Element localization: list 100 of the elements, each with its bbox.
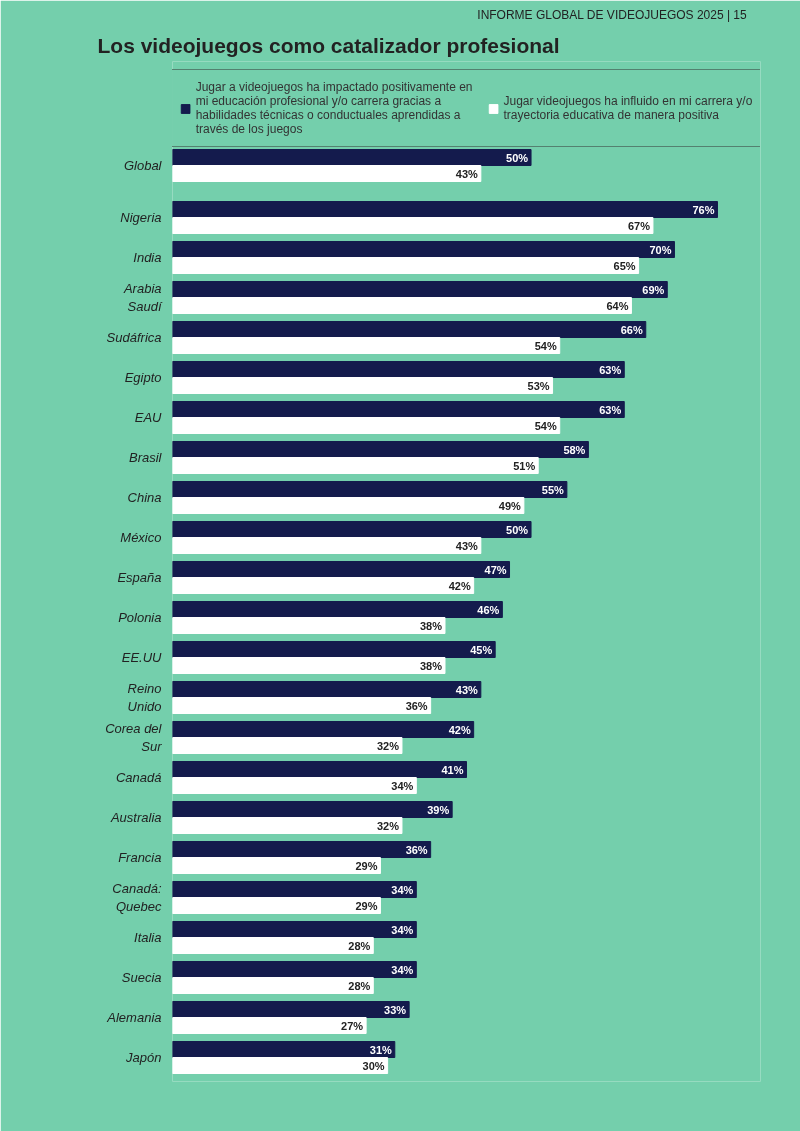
y-tick-label: Canadá: Quebec — [112, 881, 162, 914]
data-label: 33% — [384, 1003, 407, 1016]
data-label: 34% — [391, 923, 414, 936]
data-label: 42% — [448, 579, 471, 592]
y-tick-label: India — [133, 250, 162, 265]
y-tick-label: España — [117, 570, 162, 585]
bar — [172, 217, 654, 234]
data-label: 29% — [355, 899, 378, 912]
bar — [172, 1057, 389, 1074]
data-label: 28% — [348, 979, 371, 992]
data-label: 76% — [692, 203, 715, 216]
data-label: 70% — [649, 243, 672, 256]
data-label: 36% — [405, 843, 428, 856]
bar — [172, 617, 446, 634]
data-label: 28% — [348, 939, 371, 952]
bar — [172, 921, 417, 938]
data-label: 30% — [362, 1059, 385, 1072]
bar — [172, 777, 417, 794]
bar — [172, 337, 561, 354]
bar — [172, 457, 539, 474]
bar — [172, 1001, 410, 1018]
data-label: 67% — [627, 219, 651, 232]
data-label: 66% — [620, 323, 643, 336]
data-label: 58% — [563, 443, 586, 456]
y-tick-label: México — [120, 530, 162, 545]
bar — [172, 737, 403, 754]
chart-title: Los videojuegos como catalizador profesional — [97, 33, 560, 57]
bar — [172, 481, 568, 498]
data-label: 63% — [599, 403, 622, 416]
y-tick-label: China — [127, 490, 162, 505]
bar — [172, 281, 668, 298]
bar — [172, 697, 432, 714]
bar — [172, 497, 525, 514]
data-label: 45% — [470, 643, 493, 656]
y-tick-label: Polonia — [118, 610, 162, 625]
data-label: 46% — [477, 603, 500, 616]
bar — [172, 601, 503, 618]
data-label: 50% — [506, 151, 529, 164]
y-tick-label: Australia — [109, 810, 162, 825]
data-label: 34% — [391, 779, 414, 792]
bar — [172, 937, 374, 954]
y-tick-label: Nigeria — [120, 210, 162, 225]
data-label: 34% — [391, 963, 414, 976]
bar — [172, 241, 675, 258]
bar — [172, 841, 432, 858]
bar — [172, 321, 647, 338]
bar — [172, 721, 475, 738]
y-tick-label: Reino Unido — [127, 681, 162, 714]
bar — [172, 817, 403, 834]
data-label: 51% — [513, 459, 536, 472]
data-label: 43% — [455, 683, 479, 696]
bar — [172, 1017, 367, 1034]
data-label: 32% — [376, 739, 400, 752]
data-label: 43% — [455, 539, 479, 552]
text: INFORME GLOBAL DE VIDEOJUEGOS 2025 | 15 — [477, 7, 747, 22]
y-tick-label: Arabia Saudí — [122, 281, 163, 314]
data-label: 31% — [369, 1043, 393, 1056]
bar — [172, 681, 482, 698]
data-label: 43% — [455, 167, 479, 180]
y-tick-label: EE.UU — [121, 650, 163, 665]
data-label: 63% — [599, 363, 622, 376]
bar — [172, 361, 625, 378]
bar — [172, 401, 625, 418]
y-tick-label: Alemania — [106, 1010, 162, 1025]
y-tick-label: Brasil — [128, 450, 163, 465]
y-tick-label: Corea del Sur — [105, 721, 163, 754]
data-label: 47% — [484, 563, 507, 576]
data-label: 29% — [355, 859, 378, 872]
data-label: 36% — [405, 699, 428, 712]
data-label: 54% — [534, 339, 557, 352]
bar — [172, 561, 511, 578]
data-label: 53% — [527, 379, 550, 392]
bar — [172, 297, 632, 314]
data-label: 55% — [541, 483, 565, 496]
data-label: 49% — [498, 499, 522, 512]
legend-label: Jugar a videojuegos ha impactado positivamente en mi educación profesional y/o carrera gracias a habilidades técnicas o conductuales aprendidas a través de los juegos — [195, 80, 473, 136]
y-tick-label: EAU — [134, 410, 163, 425]
bar — [172, 201, 718, 218]
bar — [172, 761, 467, 778]
bar — [172, 257, 640, 274]
y-tick-label: Suecia — [121, 970, 162, 985]
y-tick-label: Global — [123, 158, 163, 173]
bar — [172, 801, 453, 818]
data-label: 50% — [506, 523, 529, 536]
data-label: 41% — [441, 763, 464, 776]
bar — [172, 441, 589, 458]
data-label: 39% — [427, 803, 450, 816]
bar — [172, 881, 417, 898]
y-tick-label: Italia — [134, 930, 162, 945]
bar — [172, 977, 374, 994]
bar — [172, 377, 554, 394]
legend-label: Jugar videojuegos ha influido en mi carrera y/o trayectoria educativa de manera positiva — [503, 94, 753, 122]
bar — [172, 657, 446, 674]
data-label: 64% — [606, 299, 629, 312]
data-label: 69% — [642, 283, 665, 296]
bar — [172, 417, 561, 434]
data-label: 54% — [534, 419, 557, 432]
data-label: 32% — [376, 819, 400, 832]
bar — [172, 641, 496, 658]
data-label: 27% — [341, 1019, 364, 1032]
